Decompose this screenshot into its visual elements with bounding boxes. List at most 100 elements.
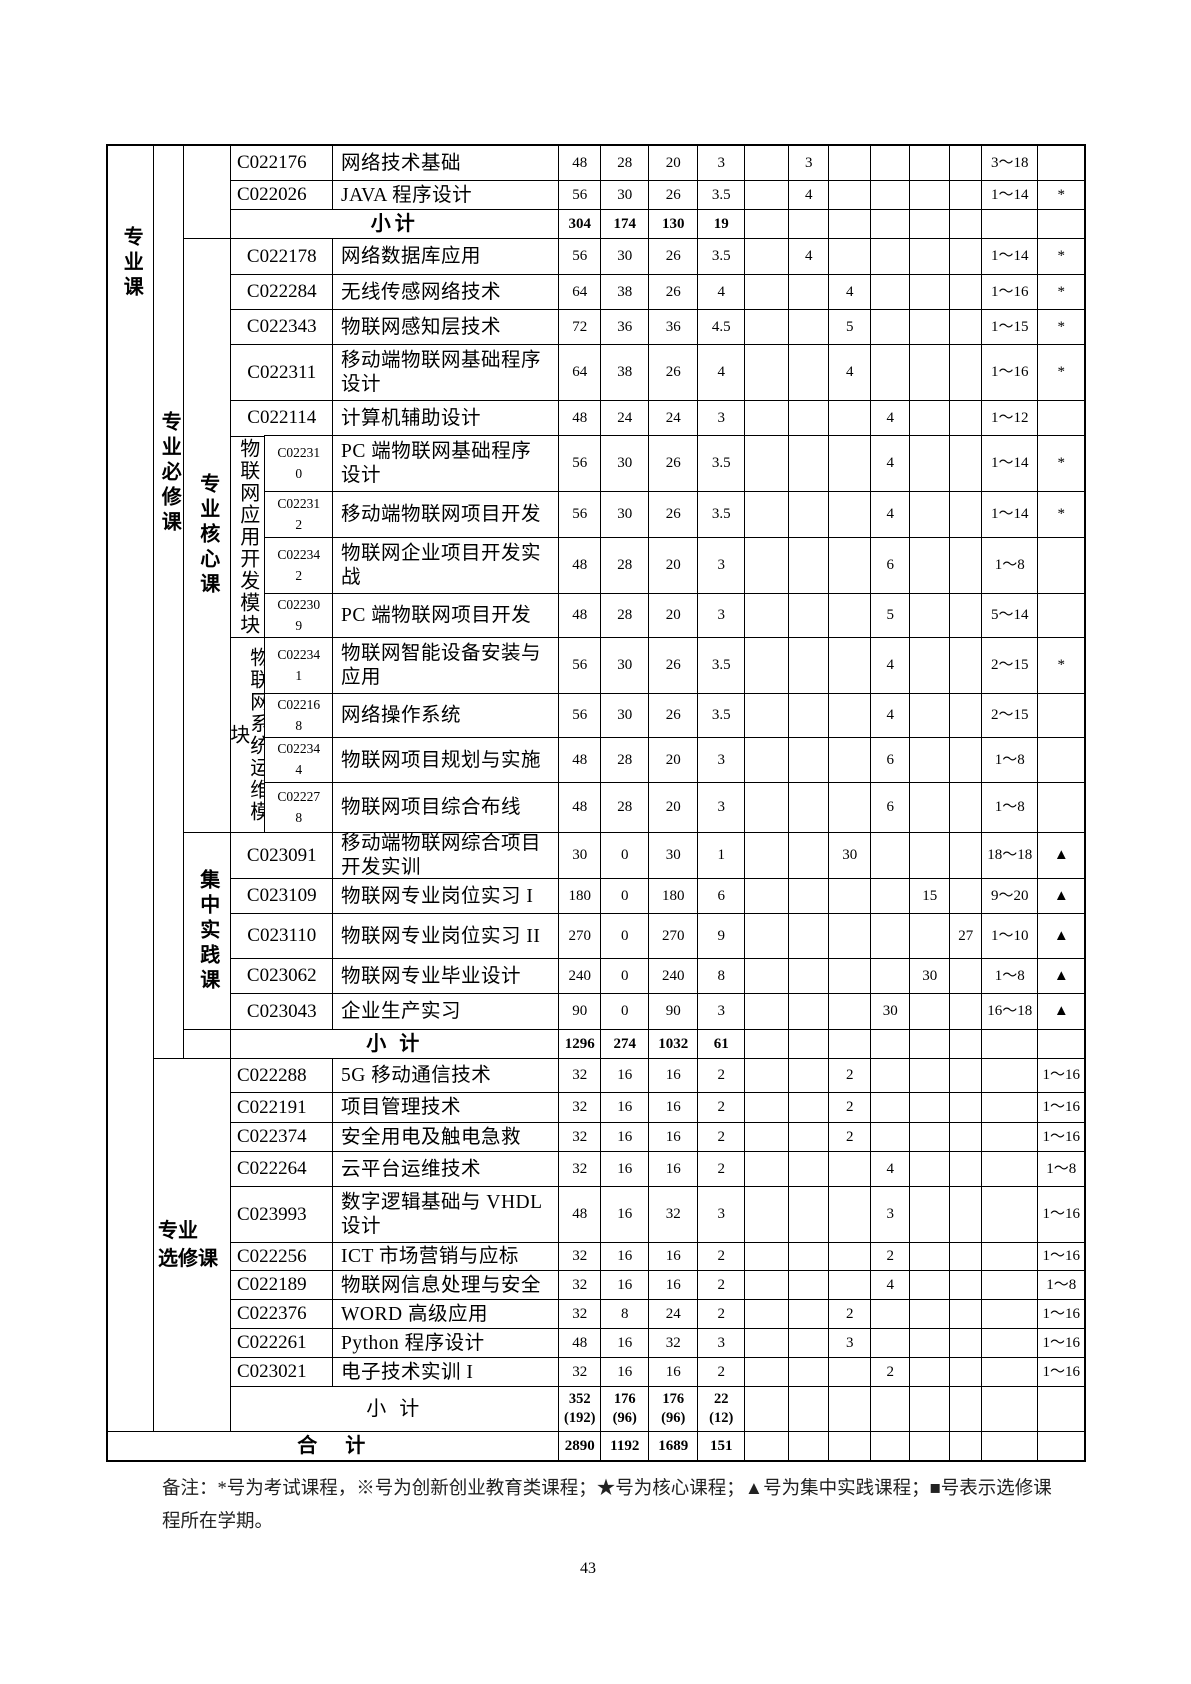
value-cell: 56 bbox=[558, 180, 602, 211]
value-cell bbox=[949, 1029, 983, 1060]
value-cell: 1～16 bbox=[1037, 1299, 1086, 1330]
value-cell: 38 bbox=[600, 274, 650, 311]
value-cell: 48 bbox=[558, 1186, 602, 1244]
value-cell bbox=[828, 593, 872, 639]
course-code: C022261 bbox=[230, 1328, 334, 1359]
value-cell bbox=[870, 913, 911, 960]
value-cell: 0 bbox=[600, 993, 650, 1031]
value-cell: 28 bbox=[600, 737, 650, 784]
course-code-text: C022168 bbox=[277, 696, 321, 733]
value-cell: 2 bbox=[828, 1122, 872, 1153]
value-cell bbox=[949, 238, 983, 276]
value-cell bbox=[744, 1122, 790, 1153]
value-cell: 28 bbox=[600, 537, 650, 595]
value-cell bbox=[788, 1029, 830, 1060]
course-name: 物联网专业毕业设计 bbox=[332, 958, 560, 995]
value-cell bbox=[828, 958, 872, 995]
value-cell bbox=[909, 1328, 951, 1359]
course-code: C023021 bbox=[230, 1357, 334, 1388]
value-cell: 2 bbox=[828, 1299, 872, 1330]
value-cell: 5 bbox=[828, 309, 872, 346]
value-cell: 28 bbox=[600, 145, 650, 182]
value-cell: 90 bbox=[648, 993, 699, 1031]
value-cell: 32 bbox=[558, 1242, 602, 1272]
value-cell bbox=[909, 1357, 951, 1388]
value-cell: 26 bbox=[648, 274, 699, 311]
group-major-courses-text: 专业课 bbox=[120, 226, 143, 301]
group-required: 专业必修课 bbox=[153, 145, 185, 1060]
value-cell bbox=[870, 180, 911, 211]
course-code: C023062 bbox=[230, 958, 334, 995]
module-app-dev: 物联网应用开发模块 bbox=[230, 435, 266, 639]
value-cell bbox=[909, 1242, 951, 1272]
value-cell bbox=[788, 737, 830, 784]
value-cell bbox=[949, 1092, 983, 1124]
value-cell: 3.5 bbox=[697, 238, 746, 276]
value-cell: 3 bbox=[697, 1186, 746, 1244]
value-cell: 3 bbox=[697, 1328, 746, 1359]
value-cell: 1296 bbox=[558, 1029, 602, 1060]
value-cell: 1～16 bbox=[1037, 1122, 1086, 1153]
value-cell: 3.5 bbox=[697, 180, 746, 211]
value-cell bbox=[788, 1357, 830, 1388]
value-cell: 1～16 bbox=[1037, 1242, 1086, 1272]
value-cell: 2 bbox=[870, 1242, 911, 1272]
value-cell bbox=[744, 1328, 790, 1359]
course-code: C022114 bbox=[230, 400, 334, 437]
value-cell bbox=[870, 1092, 911, 1124]
value-cell: 32 bbox=[558, 1058, 602, 1094]
value-cell: ▲ bbox=[1037, 993, 1086, 1031]
value-cell: 174 bbox=[600, 209, 650, 240]
course-name: 物联网感知层技术 bbox=[332, 309, 560, 346]
value-cell bbox=[1037, 1386, 1086, 1433]
value-cell bbox=[744, 782, 790, 834]
value-cell bbox=[909, 344, 951, 402]
value-cell bbox=[870, 1328, 911, 1359]
value-cell: 4 bbox=[870, 400, 911, 437]
value-cell bbox=[909, 913, 951, 960]
value-cell: 1192 bbox=[600, 1431, 650, 1462]
value-cell bbox=[1037, 737, 1086, 784]
value-cell bbox=[949, 1058, 983, 1094]
subtotal-label: 小 计 bbox=[230, 1386, 560, 1433]
value-cell bbox=[788, 1299, 830, 1330]
value-cell: 3 bbox=[697, 593, 746, 639]
value-cell bbox=[949, 1357, 983, 1388]
value-cell bbox=[828, 209, 872, 240]
value-cell bbox=[828, 537, 872, 595]
value-cell bbox=[949, 274, 983, 311]
group-major-courses: 专业课 bbox=[107, 145, 155, 1433]
value-cell: * bbox=[1037, 637, 1086, 695]
value-cell bbox=[981, 209, 1039, 240]
value-cell: 48 bbox=[558, 400, 602, 437]
value-cell bbox=[828, 1242, 872, 1272]
value-cell bbox=[981, 1299, 1039, 1330]
value-cell bbox=[744, 344, 790, 402]
footnote-line-2: 程所在学期。 bbox=[162, 1512, 274, 1532]
value-cell: 352 (192) bbox=[558, 1386, 602, 1433]
group-core: 专业核心课 bbox=[183, 238, 232, 834]
course-code: C022344 bbox=[264, 737, 334, 784]
value-cell: 36 bbox=[648, 309, 699, 346]
value-cell bbox=[949, 782, 983, 834]
value-cell: ▲ bbox=[1037, 913, 1086, 960]
value-cell: 180 bbox=[648, 878, 699, 915]
course-name: WORD 高级应用 bbox=[332, 1299, 560, 1330]
value-cell: 8 bbox=[600, 1299, 650, 1330]
value-cell: 4.5 bbox=[697, 309, 746, 346]
value-cell: 20 bbox=[648, 537, 699, 595]
value-cell: 64 bbox=[558, 344, 602, 402]
value-cell: 9～20 bbox=[981, 878, 1039, 915]
value-cell bbox=[788, 958, 830, 995]
value-cell bbox=[949, 1122, 983, 1153]
value-cell bbox=[909, 491, 951, 539]
value-cell: * bbox=[1037, 238, 1086, 276]
value-cell bbox=[744, 1386, 790, 1433]
value-cell bbox=[909, 1029, 951, 1060]
value-cell: 1～8 bbox=[1037, 1151, 1086, 1188]
value-cell: 20 bbox=[648, 782, 699, 834]
course-code: C022342 bbox=[264, 537, 334, 595]
value-cell: 1～16 bbox=[1037, 1058, 1086, 1094]
value-cell: 2 bbox=[697, 1270, 746, 1301]
value-cell bbox=[828, 637, 872, 695]
